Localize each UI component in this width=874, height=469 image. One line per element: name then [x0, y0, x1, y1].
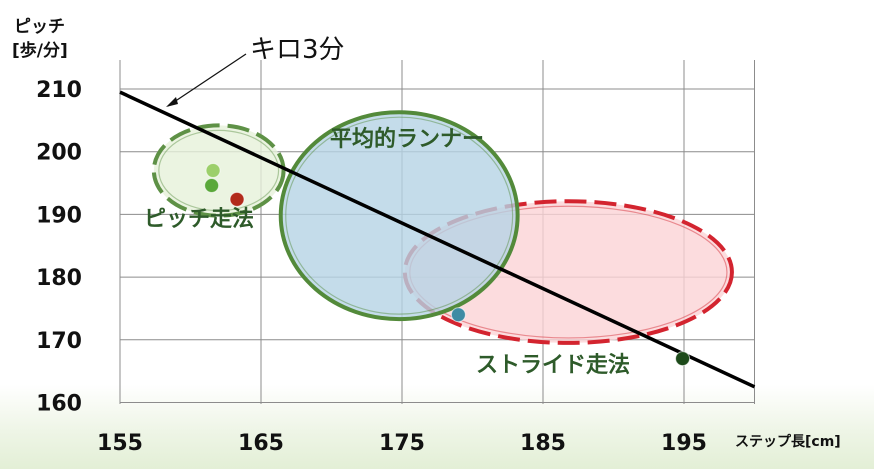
data-point-3 [450, 307, 466, 323]
region-inner-1 [285, 116, 514, 315]
y-axis-label-line-1: ピッチ [14, 17, 65, 37]
region-label-average-runner: 平均的ランナー [330, 126, 484, 152]
regions [151, 110, 734, 345]
x-axis-label: ステップ長[cm] [735, 434, 841, 450]
y-tick-label-180: 180 [36, 266, 82, 291]
y-tick-label-190: 190 [36, 203, 82, 228]
data-point-2 [229, 191, 245, 207]
x-tick-label-185: 185 [520, 431, 566, 456]
region-label-stride: ストライド走法 [476, 353, 630, 378]
reference-line-label: キロ3分 [250, 35, 345, 65]
x-tick-label-175: 175 [379, 431, 425, 456]
data-point-0 [205, 163, 221, 179]
y-tick-label-210: 210 [36, 78, 82, 103]
x-tick-label-195: 195 [661, 431, 707, 456]
region-label-pitch: ピッチ走法 [144, 207, 254, 232]
data-point-1 [204, 178, 220, 194]
x-tick-label-155: 155 [97, 431, 143, 456]
region-inner-0 [158, 129, 280, 212]
y-tick-label-160: 160 [36, 392, 82, 417]
y-tick-label-200: 200 [36, 141, 82, 166]
data-point-4 [675, 351, 691, 367]
tick-labels: 155 165 175 185 195 160 170 180 190 200 210 [36, 78, 707, 456]
reference-line [119, 90, 756, 389]
x-tick-label-165: 165 [238, 431, 284, 456]
y-tick-label-170: 170 [36, 329, 82, 354]
data-points [204, 163, 691, 367]
region-1 [278, 110, 520, 322]
annotation-arrow-head [166, 97, 178, 107]
labels: ピッチ [歩/分] ステップ長[cm] キロ3分 平均的ランナー ピッチ走法 ス… [12, 17, 841, 450]
reference-line-group [119, 53, 756, 389]
annotation-arrow-line [167, 53, 247, 107]
y-axis-label-line-2: [歩/分] [12, 40, 68, 61]
